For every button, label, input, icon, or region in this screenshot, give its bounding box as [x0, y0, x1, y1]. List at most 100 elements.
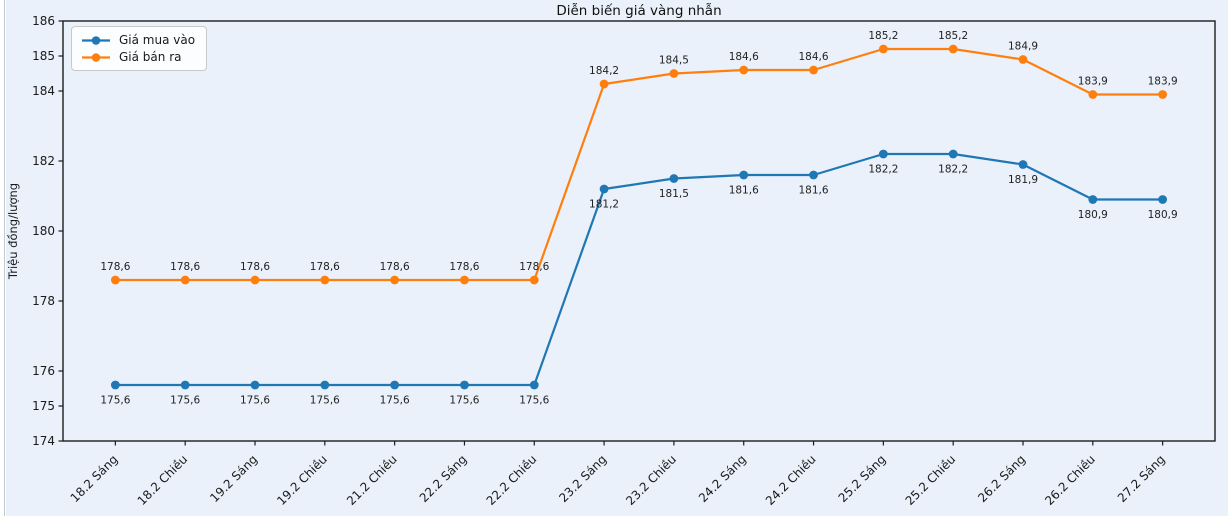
x-tick-label: 19.2 Sáng: [207, 452, 260, 505]
legend-label-buy: Giá mua vào: [119, 33, 196, 47]
buy-data-point-label: 181,5: [659, 188, 689, 200]
buy-data-point: [809, 170, 818, 180]
legend-item-buy: Giá mua vào: [81, 33, 195, 47]
buy-data-point-label: 180,9: [1148, 209, 1178, 221]
sell-data-point: [948, 44, 958, 54]
buy-data-point-label: 182,2: [938, 164, 968, 176]
y-tick-label: 186: [32, 14, 55, 28]
y-tick-label: 174: [32, 434, 55, 448]
legend-item-sell: Giá bán ra: [81, 50, 195, 64]
sell-data-point-label: 178,6: [170, 261, 200, 273]
x-tick-label: 23.2 Sáng: [556, 452, 609, 505]
sell-data-point-label: 178,6: [380, 261, 410, 273]
buy-data-point-label: 182,2: [868, 164, 898, 176]
buy-data-point: [390, 380, 400, 390]
buy-data-point-label: 181,6: [799, 185, 829, 197]
sell-data-point-label: 178,6: [449, 261, 479, 273]
buy-data-point: [110, 380, 120, 390]
sell-data-point-label: 185,2: [938, 30, 968, 42]
sell-data-point-label: 185,2: [868, 30, 898, 42]
sell-data-point-label: 178,6: [100, 261, 130, 273]
buy-series-swatch: [81, 35, 111, 46]
sell-data-point: [599, 79, 609, 89]
window-edge-divider: [3, 0, 5, 516]
buy-data-point-label: 175,6: [100, 395, 130, 407]
y-tick-label: 178: [32, 294, 55, 308]
x-tick-label: 25.2 Chiều: [903, 452, 959, 508]
sell-data-point: [320, 275, 330, 285]
buy-data-point: [739, 170, 749, 180]
buy-data-point: [180, 380, 190, 390]
buy-data-point-label: 180,9: [1078, 209, 1108, 221]
x-tick-label: 24.2 Sáng: [696, 452, 749, 505]
x-tick-label: 26.2 Chiều: [1042, 452, 1098, 508]
buy-data-point-label: 175,6: [240, 395, 270, 407]
x-tick-label: 24.2 Chiều: [763, 452, 819, 508]
sell-data-point: [110, 275, 120, 285]
buy-data-point: [460, 380, 469, 390]
y-axis-label: Triệu đồng/lượng: [6, 183, 20, 280]
x-tick-label: 23.2 Chiều: [623, 452, 679, 508]
sell-data-point: [739, 65, 749, 75]
buy-data-point: [1088, 195, 1098, 204]
x-tick-label: 18.2 Chiều: [135, 452, 191, 508]
buy-data-point: [599, 184, 609, 194]
x-tick-label: 22.2 Chiều: [484, 452, 540, 508]
buy-data-point-label: 181,2: [589, 199, 619, 211]
y-tick-label: 175: [32, 399, 55, 413]
legend-marker-sample: [91, 52, 101, 62]
sell-data-point-label: 184,6: [729, 51, 759, 63]
sell-data-point: [1018, 55, 1028, 64]
legend-swatch-svg: [82, 52, 110, 62]
sell-data-point: [669, 69, 679, 78]
sell-data-point-label: 178,6: [310, 261, 340, 273]
buy-data-point-label: 181,9: [1008, 174, 1038, 186]
y-tick-label: 176: [32, 364, 55, 378]
sell-data-point-label: 178,6: [240, 261, 270, 273]
buy-data-point: [948, 149, 958, 159]
y-tick-label: 180: [32, 224, 55, 238]
sell-data-point-label: 183,9: [1078, 76, 1108, 88]
sell-data-point-label: 184,6: [799, 51, 829, 63]
sell-data-point-label: 178,6: [519, 261, 549, 273]
x-tick-label: 18.2 Sáng: [68, 452, 121, 505]
buy-data-point-label: 175,6: [380, 395, 410, 407]
buy-data-point-label: 175,6: [170, 395, 200, 407]
sell-data-point-label: 183,9: [1148, 76, 1178, 88]
chart-legend: Giá mua vào Giá bán ra: [71, 26, 208, 71]
x-tick-label: 25.2 Sáng: [836, 452, 889, 505]
plot-frame: [62, 20, 1216, 442]
x-tick-label: 26.2 Sáng: [975, 452, 1028, 505]
buy-data-point: [250, 380, 260, 390]
buy-data-point: [878, 149, 888, 159]
chart-figure-background: [6, 0, 1228, 516]
chart-title: Diễn biến giá vàng nhẫn: [556, 2, 721, 19]
sell-data-point-label: 184,5: [659, 55, 689, 67]
sell-data-point-label: 184,2: [589, 65, 619, 77]
y-tick-label: 185: [32, 49, 55, 63]
sell-data-point: [460, 275, 469, 285]
sell-data-point: [1158, 90, 1168, 99]
sell-data-point: [180, 275, 190, 285]
sell-data-point: [878, 44, 888, 54]
sell-data-point-label: 184,9: [1008, 41, 1038, 53]
buy-data-point: [529, 380, 539, 390]
x-tick-label: 27.2 Sáng: [1115, 452, 1168, 505]
sell-data-point: [809, 65, 818, 75]
x-tick-label: 21.2 Chiều: [344, 452, 400, 508]
sell-data-point: [529, 275, 539, 285]
legend-label-sell: Giá bán ra: [119, 50, 182, 64]
buy-data-point-label: 175,6: [449, 395, 479, 407]
buy-data-point-label: 175,6: [519, 395, 549, 407]
buy-data-point: [1018, 160, 1028, 169]
sell-series-line: [115, 47, 1163, 282]
sell-data-point: [390, 275, 400, 285]
sell-data-point: [250, 275, 260, 285]
buy-data-point-label: 175,6: [310, 395, 340, 407]
legend-swatch-svg: [82, 35, 110, 45]
buy-data-point-label: 181,6: [729, 185, 759, 197]
x-tick-label: 22.2 Sáng: [417, 452, 470, 505]
y-tick-label: 182: [32, 154, 55, 168]
